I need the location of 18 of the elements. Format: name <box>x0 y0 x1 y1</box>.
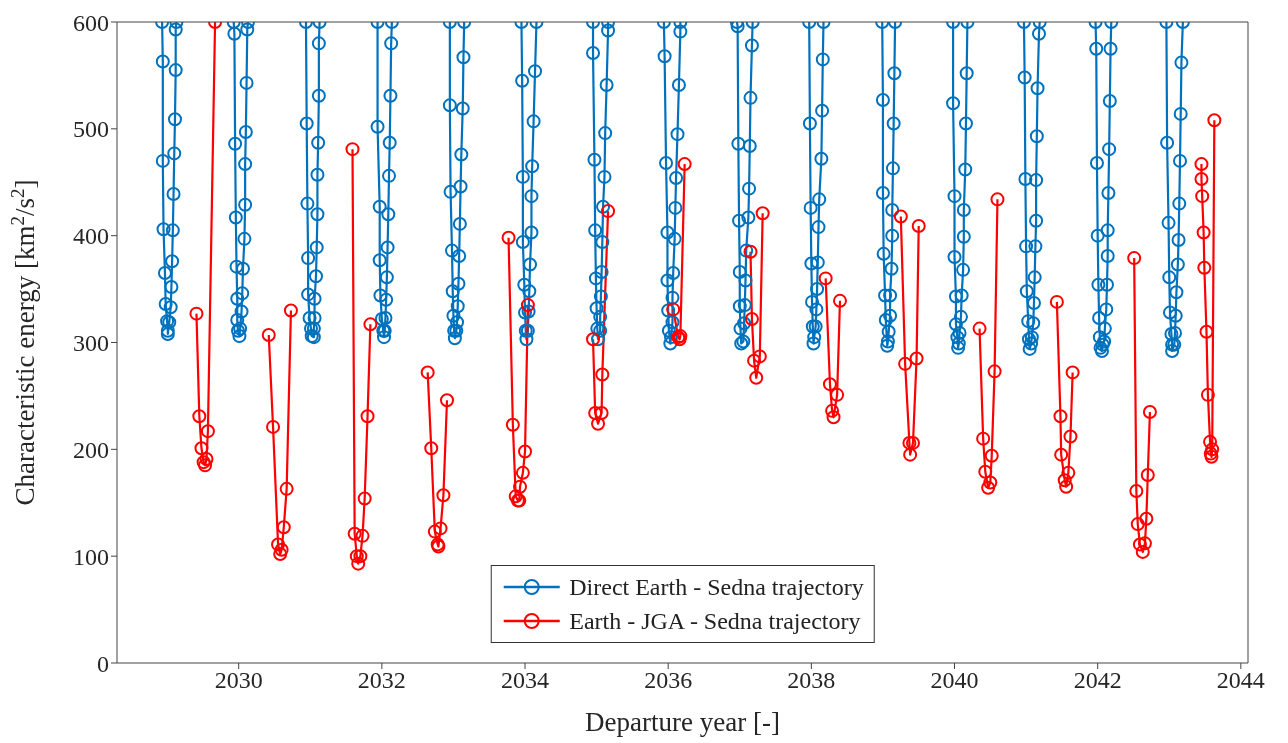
legend-label: Earth - JGA - Sedna trajectory <box>569 607 861 635</box>
y-tick-label: 200 <box>73 436 109 463</box>
x-tick-label: 2040 <box>930 667 979 694</box>
y-tick-label: 500 <box>73 116 109 143</box>
x-tick-label: 2030 <box>214 667 263 694</box>
y-tick-label: 600 <box>73 9 109 36</box>
x-tick-label: 2036 <box>644 667 693 694</box>
y-tick-label: 100 <box>73 543 109 570</box>
x-tick-label: 2042 <box>1073 667 1122 694</box>
y-tick-label: 0 <box>97 650 109 677</box>
x-tick-label: 2038 <box>787 667 836 694</box>
x-tick-label: 2034 <box>501 667 550 694</box>
legend-label: Direct Earth - Sedna trajectory <box>569 573 864 601</box>
x-tick-label: 2044 <box>1216 667 1265 694</box>
x-tick-label: 2032 <box>357 667 406 694</box>
y-tick-label: 400 <box>73 223 109 250</box>
y-tick-label: 300 <box>73 330 109 357</box>
x-axis-title: Departure year [-] <box>585 707 780 737</box>
